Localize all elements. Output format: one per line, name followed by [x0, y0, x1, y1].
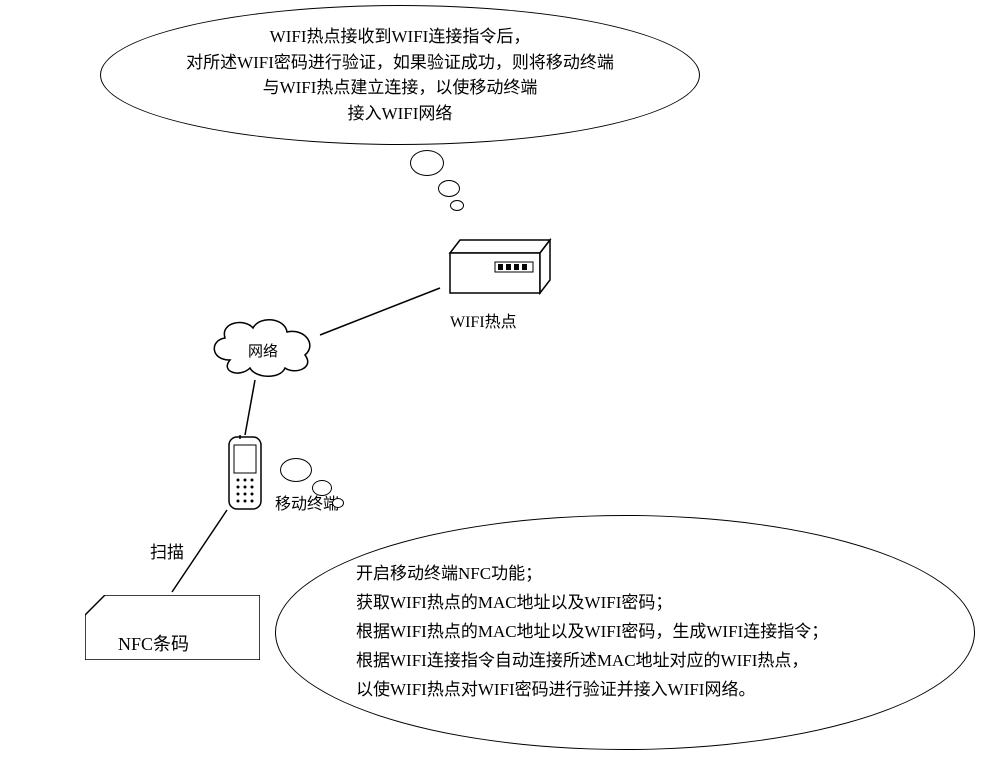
phone-icon	[225, 435, 265, 513]
steps-line-4: 根据WIFI连接指令自动连接所述MAC地址对应的WIFI热点，	[356, 647, 974, 676]
nfc-card-label: NFC条码	[118, 630, 189, 656]
scan-label: 扫描	[150, 538, 184, 563]
steps-line-3: 根据WIFI热点的MAC地址以及WIFI密码，生成WIFI连接指令；	[356, 618, 974, 647]
steps-line-5: 以使WIFI热点对WIFI密码进行验证并接入WIFI网络。	[356, 676, 974, 705]
phone-label: 移动终端	[275, 490, 339, 514]
phone-trail-2	[312, 480, 332, 496]
steps-thought-bubble: 开启移动终端NFC功能； 获取WIFI热点的MAC地址以及WIFI密码； 根据W…	[275, 515, 975, 750]
diagram-canvas: WIFI热点接收到WIFI连接指令后， 对所述WIFI密码进行验证，如果验证成功…	[0, 0, 1000, 767]
phone-trail-1	[280, 458, 312, 482]
phone-trail-3	[332, 498, 344, 508]
steps-line-1: 开启移动终端NFC功能；	[356, 560, 974, 589]
steps-line-2: 获取WIFI热点的MAC地址以及WIFI密码；	[356, 589, 974, 618]
